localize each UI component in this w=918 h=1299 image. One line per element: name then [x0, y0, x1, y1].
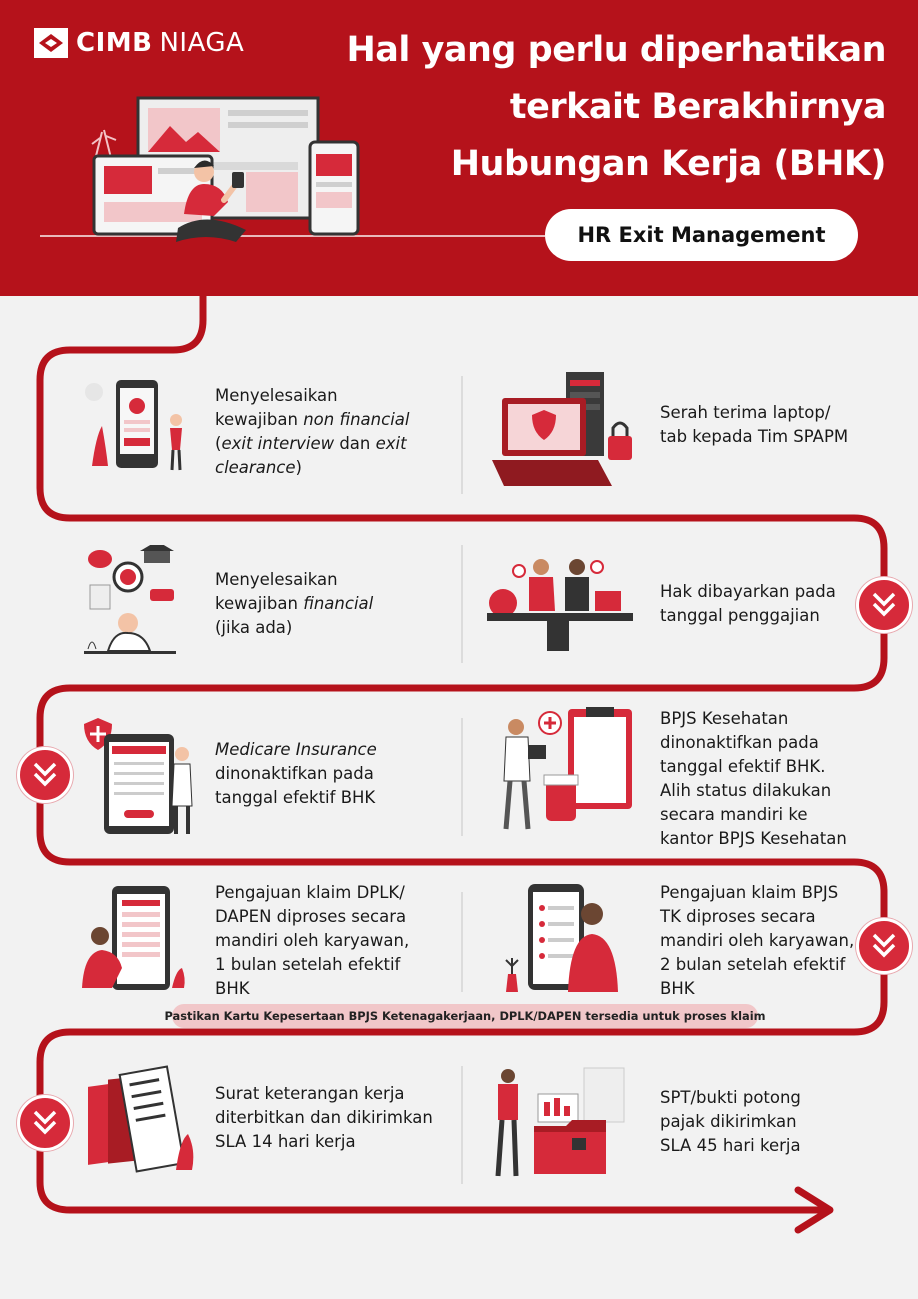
step3-italic-financial: financial — [303, 594, 374, 613]
laptop-security-illustration — [492, 372, 632, 486]
step3-line: Menyelesaikan — [215, 570, 338, 589]
header-divider-line — [40, 235, 545, 237]
logo-word-cimb: CIMB — [76, 28, 153, 58]
step1-italic-exit: exit — [375, 434, 407, 453]
divider-row-5 — [461, 1066, 463, 1184]
step4-line: Hak dibayarkan pada — [660, 582, 836, 601]
health-clipboard-illustration — [503, 707, 632, 830]
step8-line: BHK — [660, 979, 695, 998]
step1-italic-clearance: clearance — [215, 458, 296, 477]
exit-interview-illustration — [85, 380, 182, 471]
divider-row-4 — [461, 892, 463, 992]
cimb-logo-icon — [34, 28, 68, 58]
step5-line: tanggal efektif BHK — [215, 788, 376, 807]
step2-line: Serah terima laptop/ — [660, 403, 831, 422]
chevron-down-icon — [17, 1095, 73, 1151]
step-laptop-handover-text: Serah terima laptop/ tab kepada Tim SPAP… — [660, 401, 848, 449]
step-work-certificate-text: Surat keterangan kerja diterbitkan dan d… — [215, 1082, 433, 1154]
step7-line: BHK — [215, 979, 250, 998]
chevron-down-icon — [856, 918, 912, 974]
step8-line: 2 bulan setelah efektif — [660, 955, 846, 974]
step5-line: dinonaktifkan pada — [215, 764, 374, 783]
step-dplk-dapen-text: Pengajuan klaim DPLK/ DAPEN diproses sec… — [215, 881, 409, 1001]
step7-line: DAPEN diproses secara — [215, 907, 407, 926]
step10-line: SLA 45 hari kerja — [660, 1136, 801, 1155]
documents-illustration — [88, 1065, 194, 1173]
step8-line: Pengajuan klaim BPJS — [660, 883, 839, 902]
chevron-down-icon — [17, 747, 73, 803]
payment-handshake-illustration — [487, 559, 633, 651]
step7-line: 1 bulan setelah efektif — [215, 955, 401, 974]
step1-line: Menyelesaikan — [215, 386, 338, 405]
step-bpjs-kesehatan-text: BPJS Kesehatan dinonaktifkan pada tangga… — [660, 707, 847, 851]
title-line-2: terkait Berakhirnya — [509, 87, 887, 127]
devices-person-illustration — [91, 96, 360, 242]
step6-line: dinonaktifkan pada — [660, 733, 819, 752]
claim-reminder-note: Pastikan Kartu Kepesertaan BPJS Ketenaga… — [164, 1004, 766, 1028]
step6-line: BPJS Kesehatan — [660, 709, 789, 728]
tax-folder-illustration — [495, 1067, 625, 1177]
step6-line: tanggal efektif BHK. — [660, 757, 826, 776]
divider-row-3 — [461, 718, 463, 836]
mobile-app-illustration — [505, 884, 618, 992]
step8-line: TK diproses secara — [660, 907, 816, 926]
step1-text: kewajiban — [215, 410, 304, 429]
step1-italic-exit-interview: exit interview — [221, 434, 335, 453]
step-payment-text: Hak dibayarkan pada tanggal penggajian — [660, 580, 836, 628]
insurance-form-illustration — [84, 718, 193, 834]
step3-line: (jika ada) — [215, 618, 293, 637]
step1-text-dan: dan — [334, 434, 376, 453]
hr-exit-management-badge: HR Exit Management — [545, 209, 858, 261]
step4-line: tanggal penggajian — [660, 606, 820, 625]
step9-line: diterbitkan dan dikirimkan — [215, 1108, 433, 1127]
cimb-niaga-logo: CIMB NIAGA — [34, 28, 244, 58]
title-line-3: Hubungan Kerja (BHK) — [450, 144, 887, 184]
step10-line: pajak dikirimkan — [660, 1112, 797, 1131]
header-banner: CIMB NIAGA Hal yang perlu diperhatikan te… — [0, 0, 918, 296]
step7-line: mandiri oleh karyawan, — [215, 931, 410, 950]
step6-line: kantor BPJS Kesehatan — [660, 829, 847, 848]
step6-line: secara mandiri ke — [660, 805, 808, 824]
step3-text: kewajiban — [215, 594, 304, 613]
step8-line: mandiri oleh karyawan, — [660, 931, 855, 950]
step1-paren: ( — [215, 434, 222, 453]
chevron-down-icon — [856, 577, 912, 633]
step2-line: tab kepada Tim SPAPM — [660, 427, 849, 446]
title-line-1: Hal yang perlu diperhatikan — [346, 30, 886, 70]
financial-obligation-illustration — [84, 545, 176, 654]
step-medicare-text: Medicare Insurance dinonaktifkan pada ta… — [215, 738, 377, 810]
divider-row-2 — [461, 545, 463, 663]
step-financial-text: Menyelesaikan kewajiban financial (jika … — [215, 568, 373, 640]
step1-italic-non-financial: non financial — [303, 410, 410, 429]
step5-italic-medicare: Medicare Insurance — [215, 740, 377, 759]
page-title: Hal yang perlu diperhatikan terkait Bera… — [286, 22, 886, 193]
step10-line: SPT/bukti potong — [660, 1088, 801, 1107]
step1-paren-close: ) — [295, 458, 302, 477]
step9-line: SLA 14 hari kerja — [215, 1132, 356, 1151]
step-non-financial-text: Menyelesaikan kewajiban non financial (e… — [215, 384, 409, 480]
logo-word-niaga: NIAGA — [159, 28, 245, 58]
step6-line: Alih status dilakukan — [660, 781, 832, 800]
phone-claim-illustration — [82, 886, 185, 990]
step-tax-slip-text: SPT/bukti potong pajak dikirimkan SLA 45… — [660, 1086, 801, 1158]
step7-line: Pengajuan klaim DPLK/ — [215, 883, 405, 902]
step9-line: Surat keterangan kerja — [215, 1084, 405, 1103]
divider-row-1 — [461, 376, 463, 494]
step-bpjs-tk-text: Pengajuan klaim BPJS TK diproses secara … — [660, 881, 854, 1001]
